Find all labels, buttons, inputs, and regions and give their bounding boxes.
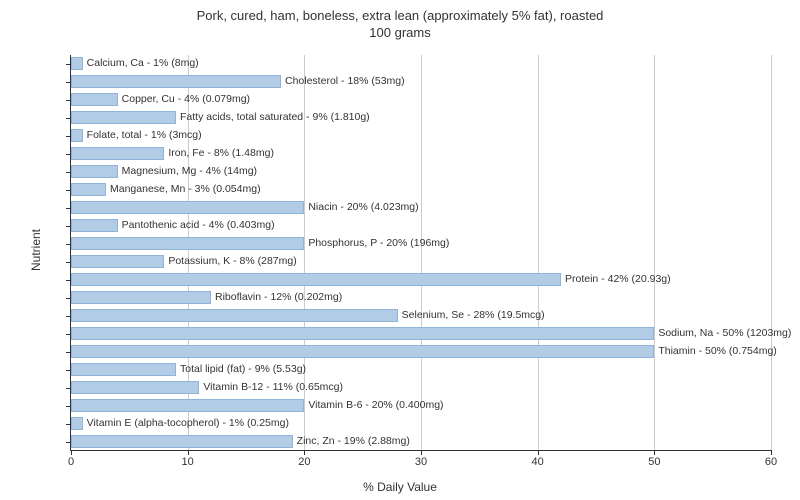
nutrient-bar-label: Sodium, Na - 50% (1203mg) <box>654 327 791 340</box>
nutrient-bar <box>71 219 118 232</box>
x-tick-label: 60 <box>765 456 777 468</box>
nutrient-bar <box>71 273 561 286</box>
nutrient-bar-label: Riboflavin - 12% (0.202mg) <box>211 291 342 304</box>
nutrient-bar-label: Niacin - 20% (4.023mg) <box>304 201 418 214</box>
nutrient-bar-label: Cholesterol - 18% (53mg) <box>281 75 405 88</box>
x-tick-label: 40 <box>532 456 544 468</box>
nutrient-bar <box>71 255 164 268</box>
x-tick-label: 10 <box>182 456 194 468</box>
gridline <box>771 55 772 450</box>
nutrient-bar <box>71 93 118 106</box>
nutrient-bar-label: Potassium, K - 8% (287mg) <box>164 255 296 268</box>
nutrient-bar-label: Pantothenic acid - 4% (0.403mg) <box>118 219 275 232</box>
x-tick-label: 50 <box>648 456 660 468</box>
nutrient-bar <box>71 129 83 142</box>
nutrient-bar-label: Thiamin - 50% (0.754mg) <box>654 345 776 358</box>
nutrient-bar <box>71 345 654 358</box>
nutrient-bar <box>71 237 304 250</box>
nutrient-bar <box>71 327 654 340</box>
x-tick-label: 20 <box>298 456 310 468</box>
nutrient-bar-label: Zinc, Zn - 19% (2.88mg) <box>293 435 410 448</box>
x-tick-mark <box>304 450 305 455</box>
nutrient-bar <box>71 399 304 412</box>
nutrient-bar-label: Calcium, Ca - 1% (8mg) <box>83 57 199 70</box>
x-tick-mark <box>188 450 189 455</box>
nutrient-bar <box>71 201 304 214</box>
x-tick-mark <box>538 450 539 455</box>
x-tick-label: 0 <box>68 456 74 468</box>
nutrient-bar-label: Total lipid (fat) - 9% (5.53g) <box>176 363 306 376</box>
title-line-2: 100 grams <box>369 25 430 40</box>
nutrient-bar <box>71 435 293 448</box>
nutrient-bar <box>71 165 118 178</box>
nutrient-bar <box>71 147 164 160</box>
nutrient-bar-label: Protein - 42% (20.93g) <box>561 273 671 286</box>
x-tick-mark <box>771 450 772 455</box>
nutrient-bar-label: Vitamin E (alpha-tocopherol) - 1% (0.25m… <box>83 417 289 430</box>
nutrient-bar-label: Manganese, Mn - 3% (0.054mg) <box>106 183 261 196</box>
nutrient-bar <box>71 381 199 394</box>
nutrient-bar-label: Magnesium, Mg - 4% (14mg) <box>118 165 257 178</box>
x-axis-label: % Daily Value <box>363 480 437 494</box>
nutrient-bar <box>71 417 83 430</box>
nutrient-bar <box>71 363 176 376</box>
gridline <box>421 55 422 450</box>
nutrient-bar-label: Phosphorus, P - 20% (196mg) <box>304 237 449 250</box>
nutrient-bar-label: Copper, Cu - 4% (0.079mg) <box>118 93 250 106</box>
x-tick-mark <box>71 450 72 455</box>
x-tick-mark <box>421 450 422 455</box>
y-axis-label: Nutrient <box>29 229 43 271</box>
plot-area: 0102030405060Calcium, Ca - 1% (8mg)Chole… <box>70 55 771 451</box>
nutrient-bar <box>71 291 211 304</box>
nutrient-bar-label: Vitamin B-12 - 11% (0.65mcg) <box>199 381 343 394</box>
nutrient-bar-label: Folate, total - 1% (3mcg) <box>83 129 202 142</box>
nutrient-bar <box>71 57 83 70</box>
gridline <box>538 55 539 450</box>
nutrient-bar <box>71 111 176 124</box>
x-tick-label: 30 <box>415 456 427 468</box>
x-tick-mark <box>654 450 655 455</box>
nutrient-bar-label: Fatty acids, total saturated - 9% (1.810… <box>176 111 370 124</box>
nutrient-bar-label: Selenium, Se - 28% (19.5mcg) <box>398 309 545 322</box>
nutrient-bar-label: Vitamin B-6 - 20% (0.400mg) <box>304 399 443 412</box>
nutrient-chart: Pork, cured, ham, boneless, extra lean (… <box>0 0 800 500</box>
title-line-1: Pork, cured, ham, boneless, extra lean (… <box>197 8 604 23</box>
nutrient-bar <box>71 75 281 88</box>
gridline <box>654 55 655 450</box>
chart-title: Pork, cured, ham, boneless, extra lean (… <box>0 0 800 42</box>
nutrient-bar <box>71 309 398 322</box>
nutrient-bar-label: Iron, Fe - 8% (1.48mg) <box>164 147 274 160</box>
nutrient-bar <box>71 183 106 196</box>
